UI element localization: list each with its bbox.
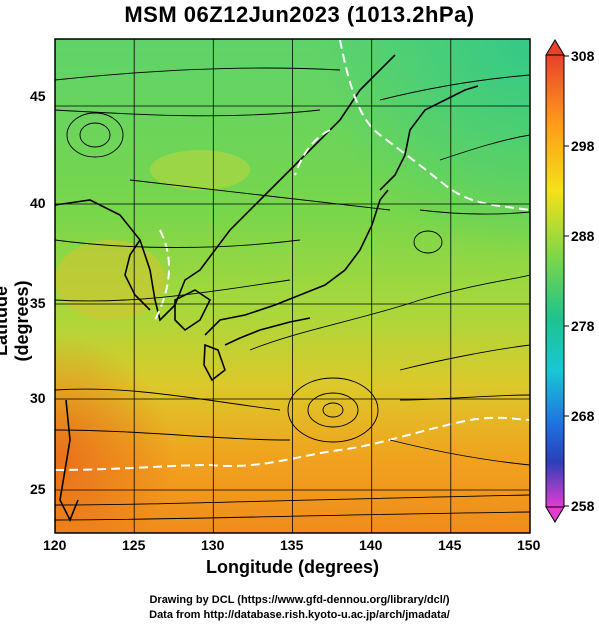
y-tick-label: 25 bbox=[30, 481, 46, 497]
colorbar-tick-label: 258 bbox=[571, 498, 595, 514]
colorbar-tick-label: 278 bbox=[571, 318, 595, 334]
colorbar-tick-label: 298 bbox=[571, 138, 595, 154]
y-tick-label: 35 bbox=[30, 295, 46, 311]
colorbar-tick-label: 308 bbox=[571, 48, 595, 64]
y-tick-label: 40 bbox=[30, 195, 46, 211]
x-tick-label: 140 bbox=[359, 537, 383, 553]
x-tick-label: 120 bbox=[43, 537, 67, 553]
graticule bbox=[55, 39, 530, 533]
wind-streamlines bbox=[55, 67, 530, 521]
colorbar-tick-label: 288 bbox=[571, 228, 595, 244]
map-title: MSM 06Z12Jun2023 (1013.2hPa) bbox=[124, 2, 475, 27]
x-tick-label: 125 bbox=[122, 537, 146, 553]
coastlines bbox=[55, 54, 479, 522]
y-tick-label: 30 bbox=[30, 390, 46, 406]
temperature-contours bbox=[55, 39, 530, 471]
colorbar bbox=[545, 39, 569, 523]
x-tick-label: 130 bbox=[201, 537, 225, 553]
y-tick-label: 45 bbox=[30, 88, 46, 104]
credit-data: Data from http://database.rish.kyoto-u.a… bbox=[149, 609, 450, 621]
colorbar-tick-label: 268 bbox=[571, 408, 595, 424]
x-tick-label: 135 bbox=[280, 537, 304, 553]
x-axis-label: Longitude (degrees) bbox=[205, 557, 379, 577]
y-axis-label: Latitude (degrees) bbox=[0, 280, 32, 362]
x-tick-label: 150 bbox=[517, 537, 541, 553]
credit-drawing: Drawing by DCL (https://www.gfd-dennou.o… bbox=[149, 594, 450, 606]
x-tick-label: 145 bbox=[438, 537, 462, 553]
